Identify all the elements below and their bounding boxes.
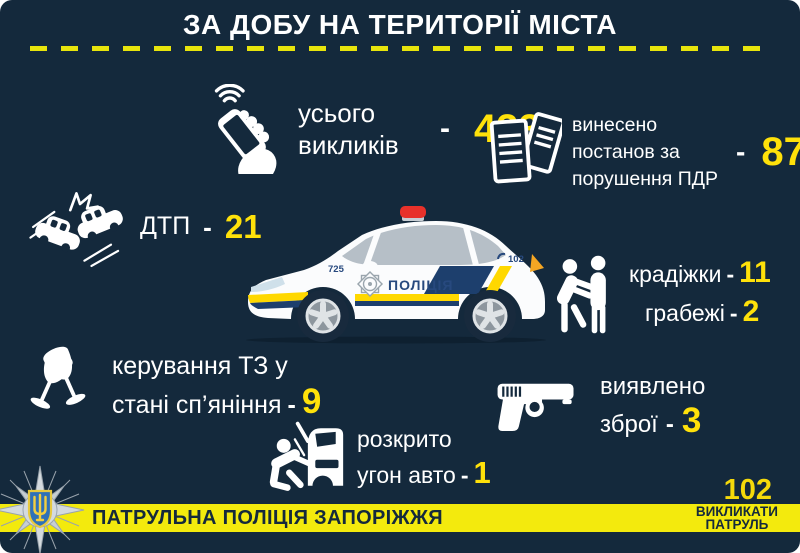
trident-icon	[33, 493, 47, 522]
footer-yellow-band	[0, 504, 800, 532]
stat-value: 9	[301, 381, 322, 421]
stat-value: 2	[742, 295, 760, 328]
stat-label: грабежі	[645, 300, 725, 326]
stat-value: 87	[761, 129, 800, 174]
stat-label-lines: керування ТЗ у стані сп’яніння -9	[112, 348, 321, 423]
stat-label: усього викликів	[298, 97, 399, 161]
stat-value: 1	[473, 454, 491, 490]
stat-car-theft-solved: розкрито угон авто -1	[267, 420, 491, 494]
stat-separator: -	[203, 211, 212, 242]
car-number-text: 725	[328, 264, 345, 275]
car-phone-number-text: 102	[508, 254, 524, 265]
dashed-divider	[30, 46, 774, 51]
documents-icon	[489, 112, 562, 184]
stat-label: крадіжки	[629, 261, 722, 287]
stat-rows: крадіжки -11 грабежі -2	[629, 254, 771, 332]
thefts-row: крадіжки -11	[629, 256, 771, 289]
car-phone-icon	[497, 252, 506, 260]
rear-wheel	[464, 290, 516, 342]
footer-title: ПАТРУЛЬНА ПОЛІЦІЯ ЗАПОРІЖЖЯ	[92, 507, 443, 529]
stat-label-line2: угон авто -1	[357, 454, 491, 490]
car-brand-text: ПОЛІЦІЯ	[388, 277, 454, 293]
car-thief-icon	[269, 421, 344, 494]
stat-label-lines: виявлено зброї -3	[600, 370, 705, 442]
stat-label-line2: зброї -3	[600, 401, 702, 440]
police-badge-icon	[0, 465, 85, 553]
police-car-icon: ПОЛІЦІЯ 725 102	[246, 206, 546, 344]
emergency-number: 102	[723, 474, 772, 506]
stat-separator: -	[440, 112, 450, 145]
front-wheel	[297, 290, 349, 342]
stat-separator: -	[736, 136, 746, 167]
stat-drunk-driving: керування ТЗ у стані сп’яніння -9	[16, 336, 321, 434]
robberies-row: грабежі -2	[645, 295, 760, 328]
stat-traffic-resolutions: винесено постанов за порушення ПДР - 87	[486, 108, 800, 196]
stat-label: винесено постанов за порушення ПДР	[572, 113, 719, 190]
pistol-icon	[497, 383, 574, 432]
stat-label-lines: розкрито угон авто -1	[357, 423, 491, 492]
stat-label-line1: розкрито	[357, 425, 452, 452]
stat-label-line1: керування ТЗ у	[112, 351, 288, 380]
stat-weapons-found: виявлено зброї -3	[492, 370, 705, 442]
police-car-illustration: ПОЛІЦІЯ 725 102	[242, 206, 550, 348]
phone-call-icon	[214, 84, 277, 174]
stat-thefts-robberies: крадіжки -11 грабежі -2	[557, 250, 771, 336]
stat-label-line1: виявлено	[600, 373, 706, 400]
car-star-badge-icon	[356, 270, 384, 298]
stat-label-line2: стані сп’яніння -9	[112, 381, 322, 421]
stat-value: 21	[224, 208, 262, 245]
page-title: ЗА ДОБУ НА ТЕРИТОРІЇ МІСТА	[182, 9, 618, 40]
stat-value: 11	[739, 256, 771, 289]
pickpocket-icon	[557, 255, 606, 334]
stat-value: 3	[681, 401, 702, 440]
call-patrol-label: ВИКЛИКАТИ ПАТРУЛЬ	[695, 504, 778, 532]
wine-glasses-icon	[30, 346, 86, 409]
stat-accidents: ДТП - 21	[26, 184, 262, 270]
car-crash-icon	[29, 192, 123, 268]
stat-label: ДТП	[140, 212, 191, 241]
